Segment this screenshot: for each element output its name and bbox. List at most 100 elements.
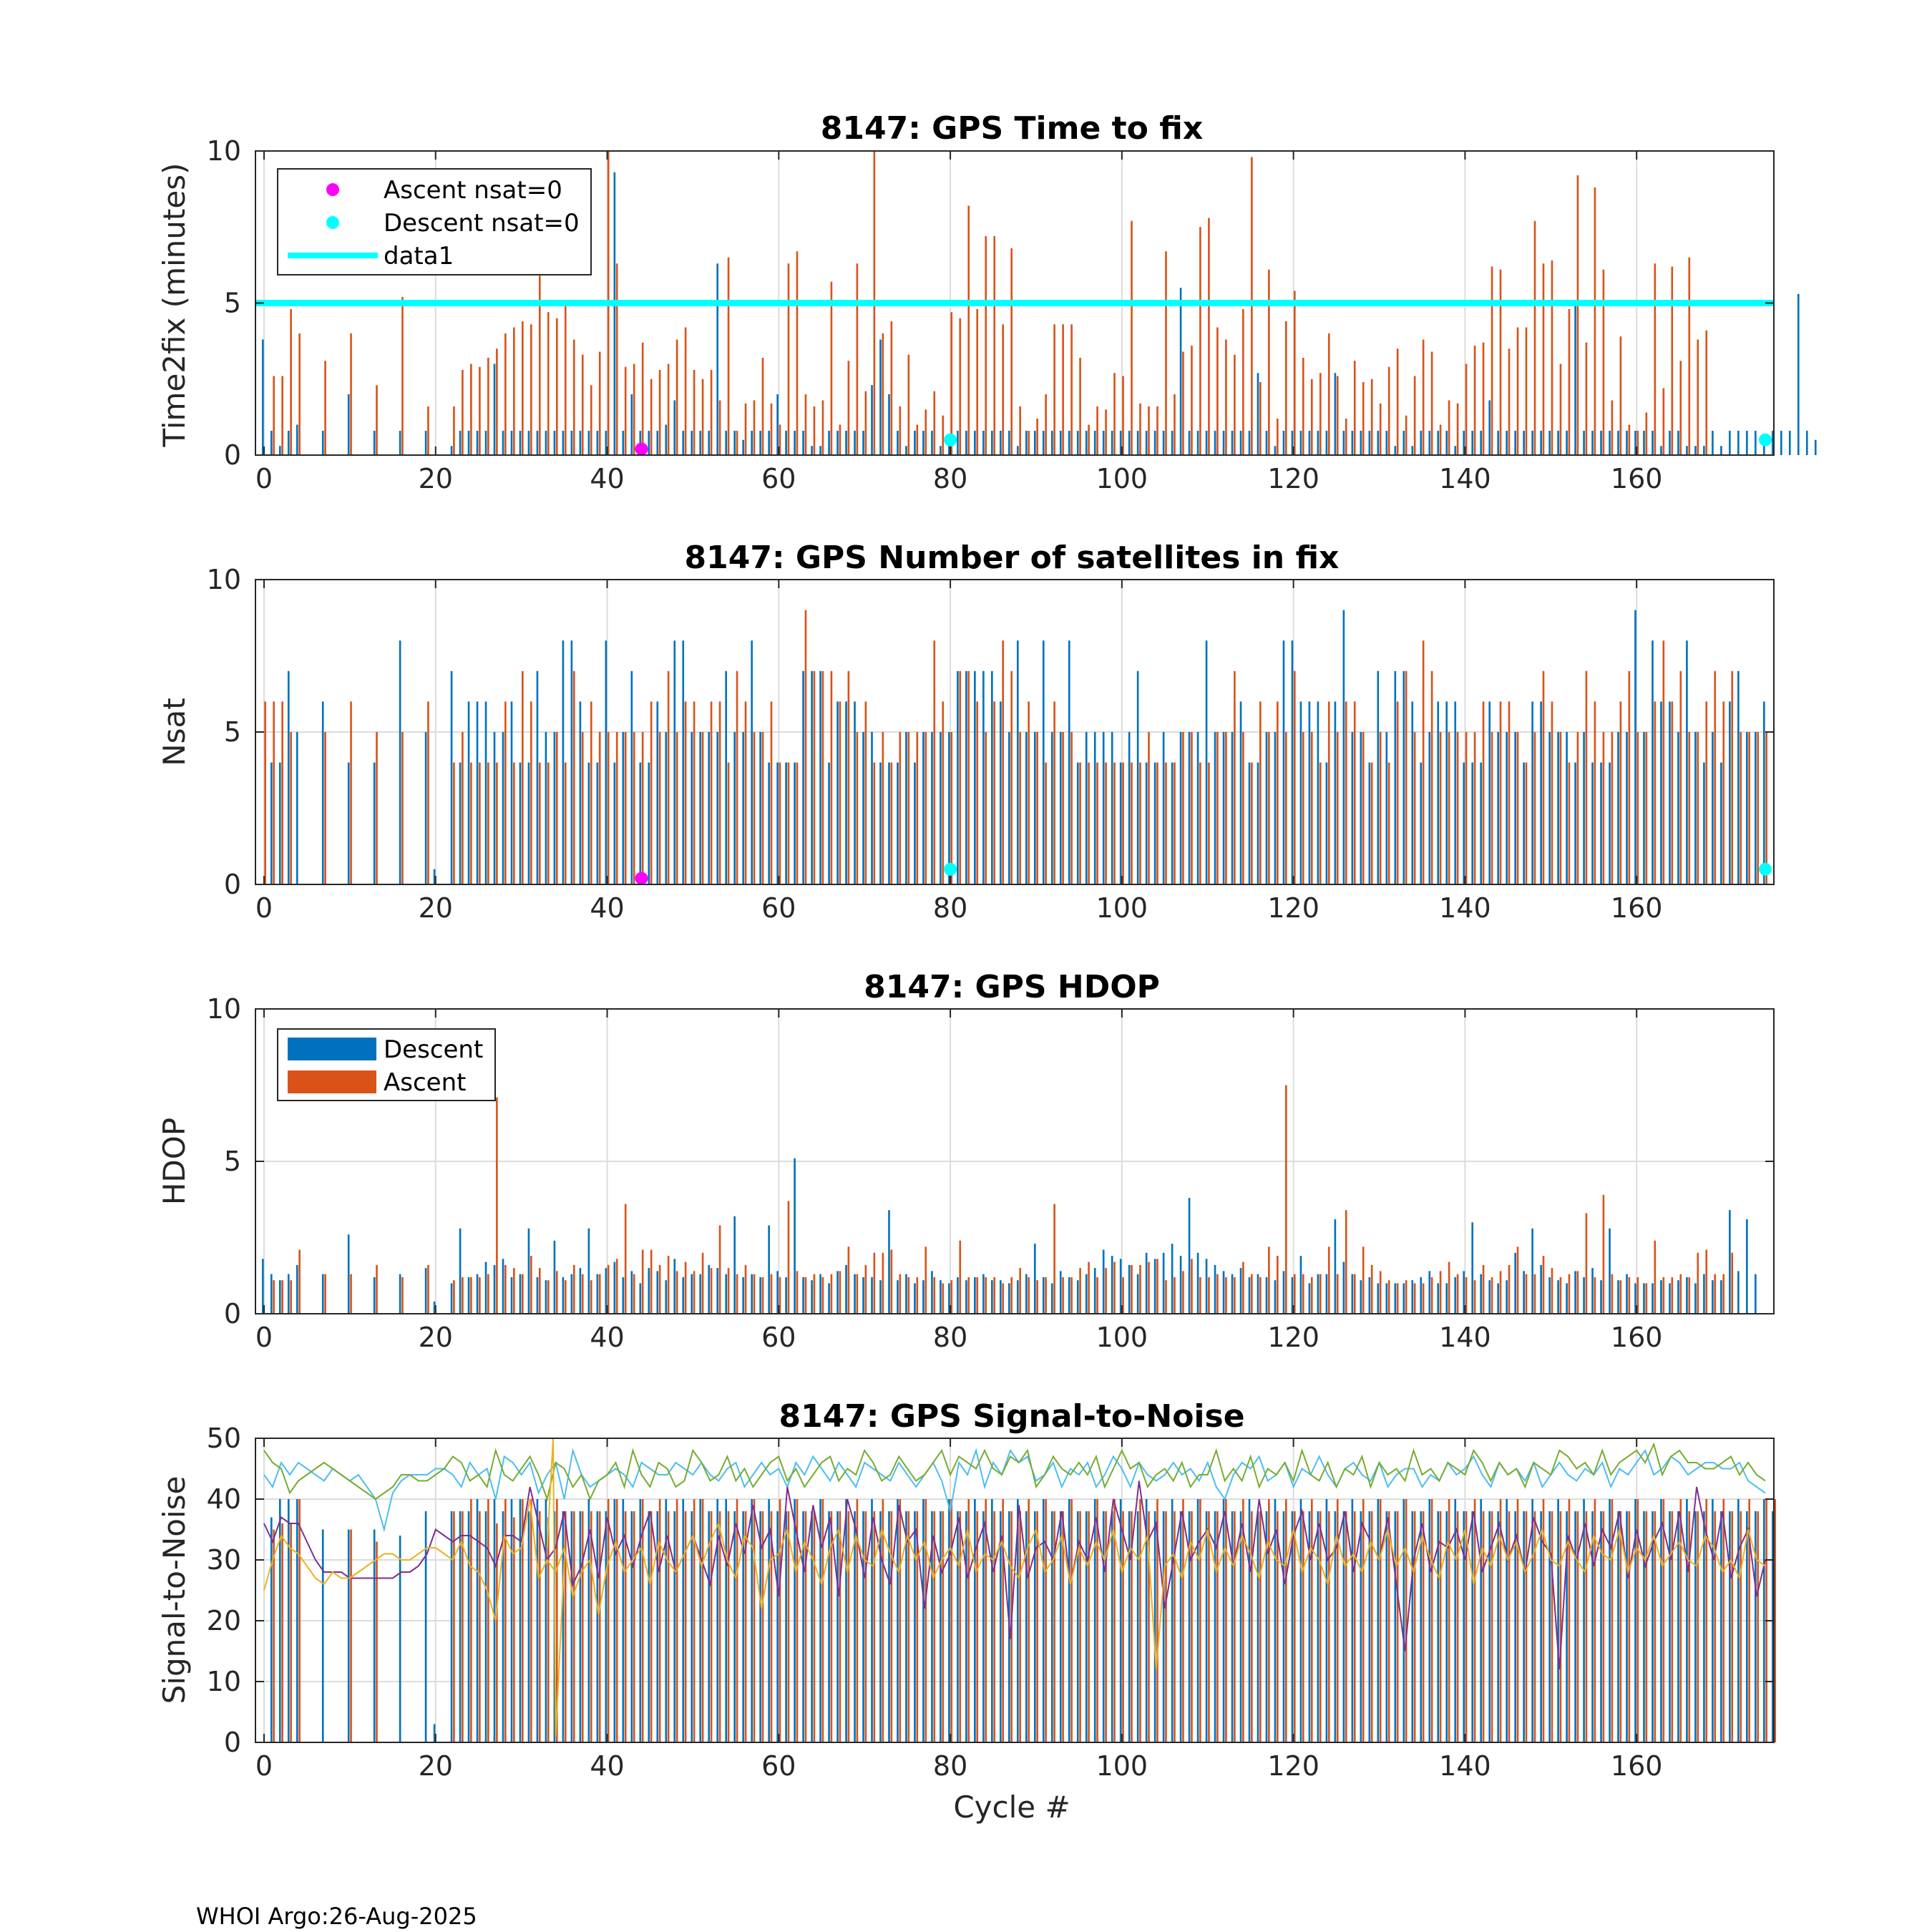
hdop-descent-bar [871,1277,873,1314]
ttf-ascent-bar [1645,412,1648,455]
hdop-plot-area: 0 20 40 60 80 100 120 140 160 0 5 10 [207,993,1775,1353]
hdop-descent-bar [1385,1283,1388,1314]
snr-descent-bar [1231,1511,1234,1742]
nsat-ascent-bar [1611,732,1614,884]
nsat-ascent-bar [1379,732,1382,884]
nsat-descent-bar [373,762,376,884]
ttf-ascent-bar [427,406,429,455]
ttf-descent-bar [1231,431,1234,455]
nsat-descent-bar [1480,762,1483,884]
hdop-ascent-bar [1722,1274,1725,1314]
snr-ascent-bar [1731,1511,1734,1742]
snr-descent-bar [648,1511,650,1742]
hdop-ascent-bar [1405,1280,1407,1314]
ttf-ascent-bar [1422,339,1425,455]
nsat-ascent-bar [633,732,635,884]
hdop-descent-bar [836,1271,839,1314]
nsat-ascent-bar [1045,762,1047,884]
ttf-descent-bar [347,394,350,455]
ttf-descent-bar [484,431,487,455]
hdop-descent-bar [373,1277,376,1314]
nsat-descent-bar [1042,640,1045,884]
nsat-descent-bar [622,732,625,884]
ttf-ascent-bar [1533,220,1536,455]
hdop-ascent-bar [967,1277,970,1314]
ttf-descent-bar [502,431,504,455]
hdop-descent-bar [399,1274,401,1314]
nsat-ascent-bar [882,732,884,884]
nsat-descent-bar [1385,732,1388,884]
ttf-descent-bar [1111,431,1113,455]
hdop-descent-bar [1737,1271,1740,1314]
snr-ascent-bar [856,1499,859,1742]
hdop-ascent-bar [899,1274,902,1314]
hdop-descent-bar [1437,1283,1440,1314]
ttf-ascent-bar [1070,324,1073,455]
ttf-ascent-bar [916,424,919,455]
snr-ascent-bar [684,1511,687,1742]
snr-ascent-bar [667,1511,670,1742]
nsat-descent-bar [1583,732,1585,884]
hdop-descent-bar [699,1274,702,1314]
nsat-ascent-bar [753,732,756,884]
snr-descent-bar [399,1536,401,1742]
nsat-ascent-bar [959,670,962,884]
ttf-ascent-bar [701,379,704,455]
hdop-descent-bar [1746,1219,1748,1314]
snr-descent-bar [1179,1511,1182,1742]
snr-ascent-bar [1405,1499,1407,1742]
nsat-ascent-bar [718,701,721,884]
ttf-descent-bar [648,431,650,455]
snr-ascent-bar [813,1511,816,1742]
nsat-descent-bar [879,762,882,884]
hdop-ascent-bar [942,1283,945,1314]
snr-ascent-bar [933,1511,936,1742]
nsat-ascent-bar [650,701,653,884]
ttf-ascent-bar [547,312,550,455]
snr-ascent-bar [1559,1511,1562,1742]
ttf-ascent-bar [1199,227,1201,455]
snr-descent-bar [1171,1499,1174,1742]
nsat-ascent-bar [1491,732,1493,884]
nsat-ascent-bar [1679,670,1682,884]
ttf-ascent-bar [1010,248,1013,455]
ttf-ascent-bar [1131,220,1133,455]
nsat-ascent-bar [710,701,713,884]
nsat-ascent-bar [1516,732,1519,884]
hdop-descent-bar [1265,1277,1268,1314]
nsat-ascent-bar [736,670,738,884]
hdop-ascent-bar [1131,1264,1133,1314]
ttf-ascent-bar [1045,394,1047,455]
snr-ascent-bar [590,1511,592,1742]
ttf-ascent-bar [779,424,781,455]
nsat-ascent-bar [916,732,919,884]
snr-descent-bar [1317,1511,1319,1742]
ttf-descent-bar [1746,431,1748,455]
nsat-ascent-bar [376,732,378,884]
snr-descent-bar [1299,1499,1302,1742]
hdop-ascent-bar [718,1225,721,1314]
snr-ascent-bar [1628,1511,1631,1742]
legend-ascent-nsat0-marker [326,183,339,196]
nsat-ascent-bar [615,732,618,884]
ttf-descent-bar [948,439,950,455]
hdop-ascent-bar [787,1201,790,1314]
ttf-descent-bar [1059,431,1062,455]
nsat-ascent-bar [1070,732,1073,884]
nsat-ascent-bar [779,762,781,884]
hdop-ascent-bar [324,1274,326,1314]
snr-ascent-bar [1396,1511,1399,1742]
snr-descent-bar [1368,1511,1371,1742]
nsat-descent-bar [613,762,616,884]
ttf-descent-bar [1566,431,1568,455]
legend-ascent-nsat0-label: Ascent nsat=0 [384,176,562,205]
nsat-descent-bar [836,701,839,884]
snr-ascent-bar [1430,1499,1433,1742]
nsat-ascent-bar [830,670,833,884]
nsat-descent-bar [682,640,685,884]
ttf-ascent-bar [813,406,816,455]
snr-descent-bar [570,1511,573,1742]
hdop-descent-bar [587,1228,590,1314]
ttf-ascent-bar [1225,339,1227,455]
ttf-descent-bar [1763,446,1765,455]
